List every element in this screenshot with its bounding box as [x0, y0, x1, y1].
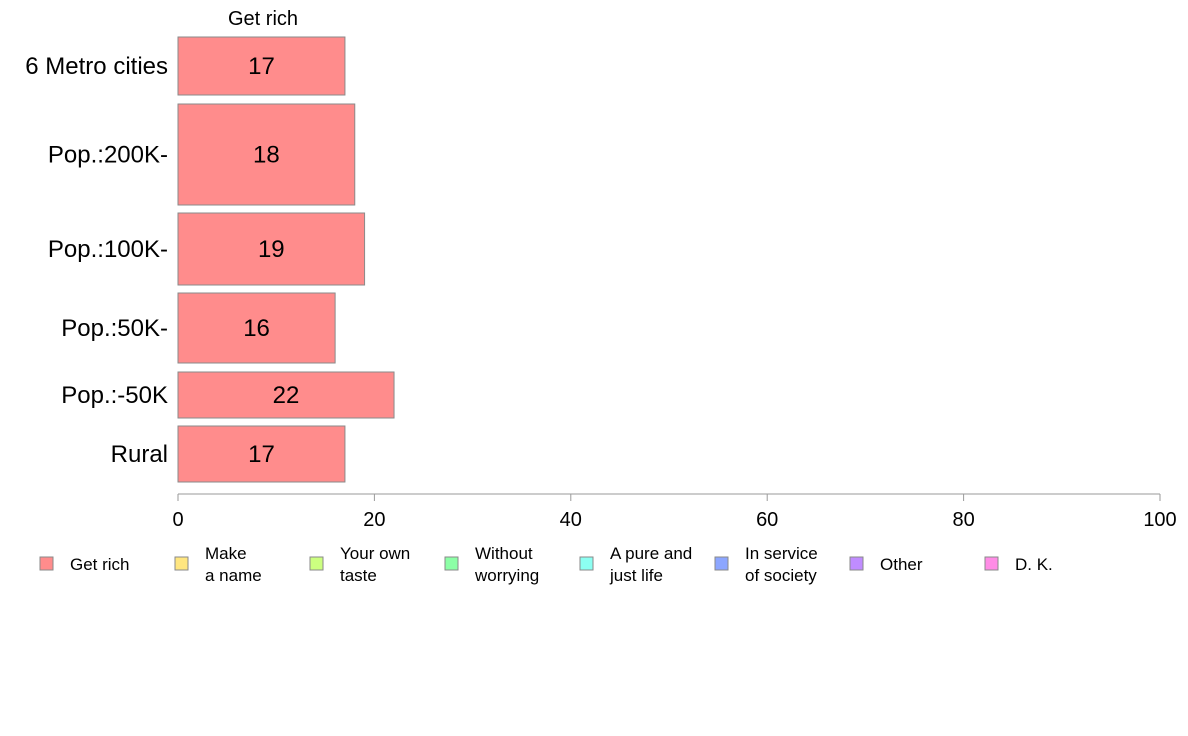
category-label: Pop.:200K- [48, 142, 168, 169]
legend-label: Make a name [205, 544, 262, 585]
legend-swatch [309, 556, 324, 571]
legend-swatch [849, 556, 864, 571]
legend-label: D. K. [1015, 555, 1053, 574]
panel-title: Get rich [228, 8, 298, 30]
data-label: 18 [253, 142, 280, 169]
x-tick-label: 60 [756, 509, 778, 531]
x-tick-label: 40 [560, 509, 582, 531]
legend-label: A pure and just life [609, 544, 692, 585]
category-label: Pop.:-50K [61, 382, 168, 409]
data-label: 17 [248, 441, 275, 468]
legend-swatch [444, 556, 459, 571]
bar [177, 36, 346, 96]
category-label: Pop.:50K- [61, 315, 168, 342]
data-label: 16 [243, 315, 270, 342]
x-tick-label: 0 [172, 509, 183, 531]
category-label: Rural [111, 441, 168, 468]
category-labels: 6 Metro cities Pop.:200K- Pop.:100K- Pop.:5… [25, 53, 168, 468]
data-label: 19 [258, 236, 285, 263]
legend-swatch [579, 556, 594, 571]
x-tick-label: 100 [1143, 509, 1176, 531]
legend-swatch [39, 556, 54, 571]
legend-label: Get rich [70, 555, 130, 574]
bar [177, 371, 395, 419]
data-label: 22 [273, 382, 300, 409]
legend-label: Your own taste [340, 544, 410, 585]
x-tick-label: 80 [952, 509, 974, 531]
legend-label: Without worrying [474, 544, 539, 585]
category-label: Pop.:100K- [48, 236, 168, 263]
bar [177, 212, 366, 286]
legend-label: In service of society [745, 544, 818, 585]
x-axis: 0 20 40 60 80 100 [172, 493, 1177, 531]
legend-swatch [984, 556, 999, 571]
legend-swatch [174, 556, 189, 571]
legend: Get rich Make a name Your own taste Without wo… [39, 544, 1053, 585]
bar [177, 103, 356, 206]
legend-label: Other [880, 555, 923, 574]
x-tick-label: 20 [363, 509, 385, 531]
bar [177, 425, 346, 483]
category-label: 6 Metro cities [25, 53, 168, 80]
data-label: 17 [248, 53, 275, 80]
legend-swatch [714, 556, 729, 571]
bar [177, 292, 336, 364]
bars-layer: 17 18 19 16 22 17 [177, 36, 395, 483]
